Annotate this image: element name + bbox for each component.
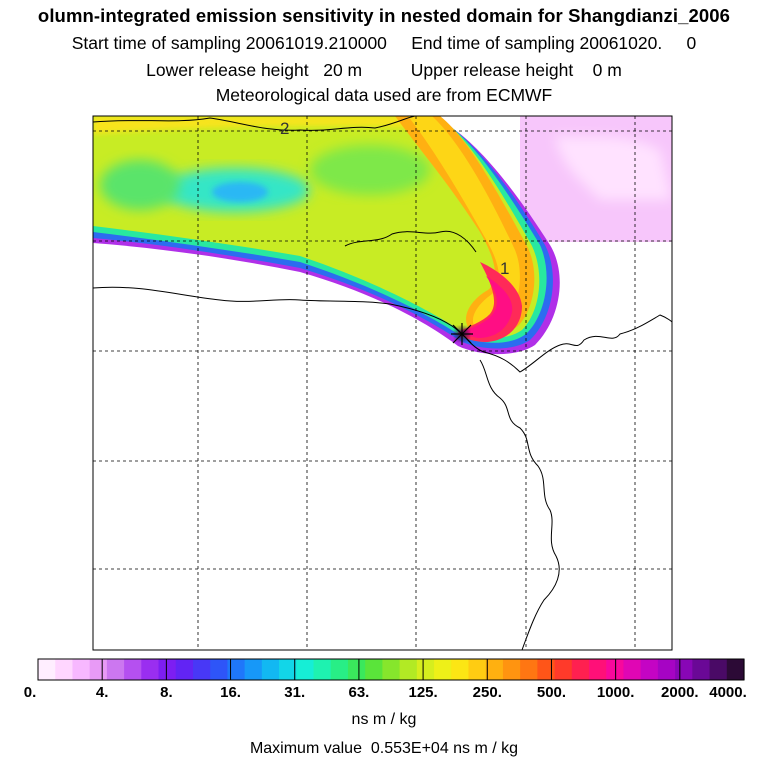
- colorbar-tick-label: 1000.: [596, 684, 635, 701]
- colorbar-swatch: [72, 659, 91, 680]
- colorbar-tick-label: 31.: [284, 684, 306, 701]
- colorbar-tick-label: 2000.: [661, 684, 699, 701]
- chart-title: olumn-integrated emission sensitivity in…: [37, 5, 731, 26]
- colorbar-swatch: [365, 659, 383, 680]
- colorbar-swatch: [589, 659, 607, 680]
- colorbar-swatch: [227, 659, 246, 680]
- coastline-peninsula: [483, 314, 673, 373]
- colorbar-swatch: [158, 659, 177, 680]
- colorbar-swatch: [692, 659, 711, 680]
- colorbar-swatch: [38, 659, 56, 680]
- colorbar-swatch: [399, 659, 418, 680]
- colorbar-swatch: [279, 659, 297, 680]
- sensitivity-region-lowest: [555, 135, 672, 200]
- map-frame: [92, 115, 673, 651]
- colorbar-swatch: [520, 659, 538, 680]
- colorbar-tick-label: 0.: [23, 684, 37, 701]
- plume-patch-green: [100, 160, 180, 210]
- colorbar-swatch: [347, 659, 366, 680]
- colorbar-swatch: [537, 659, 556, 680]
- colorbar-swatch: [192, 659, 211, 680]
- colorbar-swatch: [554, 659, 573, 680]
- colorbar-swatch: [330, 659, 349, 680]
- coastline-bohai-west: [344, 230, 477, 253]
- contour-label: 2: [280, 119, 289, 138]
- colorbar-swatch: [623, 659, 642, 680]
- colorbar-swatch: [210, 659, 229, 680]
- colorbar-swatch: [244, 659, 263, 680]
- colorbar-swatch: [726, 659, 745, 680]
- colorbar-tick-label: 16.: [220, 684, 241, 701]
- plume-patch-blue: [212, 182, 268, 202]
- colorbar-swatch: [124, 659, 142, 680]
- sampling-times: Start time of sampling 20061019.210000 E…: [71, 33, 697, 53]
- colorbar-swatch: [261, 659, 280, 680]
- colorbar-unit: ns m / kg: [351, 711, 417, 728]
- colorbar-swatch: [451, 659, 470, 680]
- colorbar-swatch: [502, 659, 521, 680]
- colorbar-swatch: [434, 659, 452, 680]
- release-point-icon: [451, 323, 473, 345]
- colorbar-swatch: [296, 659, 315, 680]
- colorbar-frame: [37, 658, 745, 681]
- colorbar-swatch: [313, 659, 332, 680]
- colorbar-tick-label: 8.: [160, 684, 173, 701]
- colorbar-tick-label: 500.: [536, 684, 567, 701]
- colorbar-swatch: [468, 659, 487, 680]
- colorbar-swatch: [640, 659, 659, 680]
- colorbar-swatch: [382, 659, 401, 680]
- colorbar-swatch: [485, 659, 504, 680]
- border-line-north: [92, 115, 416, 131]
- colorbar-swatch: [141, 659, 160, 680]
- colorbar-swatch: [709, 659, 728, 680]
- contour-label: 1: [500, 259, 509, 278]
- colorbar-swatch: [416, 659, 435, 680]
- maximum-value: Maximum value 0.553E+04 ns m / kg: [249, 740, 519, 757]
- coastline-east: [479, 359, 560, 651]
- met-data-source: Meteorological data used are from ECMWF: [215, 85, 553, 105]
- plume-core-pink: [462, 276, 513, 338]
- sensitivity-field: [93, 116, 672, 355]
- colorbar-tick-label: 4.: [95, 684, 109, 701]
- colorbar-swatch: [55, 659, 74, 680]
- plume-patch-green-east: [310, 145, 430, 195]
- colorbar-tick-label: 63.: [348, 684, 370, 701]
- colorbar-tick-label: 125.: [408, 684, 438, 701]
- colorbar-swatch: [175, 659, 194, 680]
- colorbar: [37, 658, 745, 681]
- release-heights: Lower release height 20 m Upper release …: [146, 60, 622, 80]
- lat-lon-grid: [93, 116, 672, 650]
- colorbar-swatch: [89, 659, 108, 680]
- colorbar-tick-label: 250.: [472, 684, 502, 701]
- colorbar-swatch: [675, 659, 693, 680]
- colorbar-swatch: [657, 659, 676, 680]
- colorbar-swatch: [106, 659, 125, 680]
- colorbar-swatch: [571, 659, 590, 680]
- colorbar-tick-label: 4000.: [709, 684, 747, 701]
